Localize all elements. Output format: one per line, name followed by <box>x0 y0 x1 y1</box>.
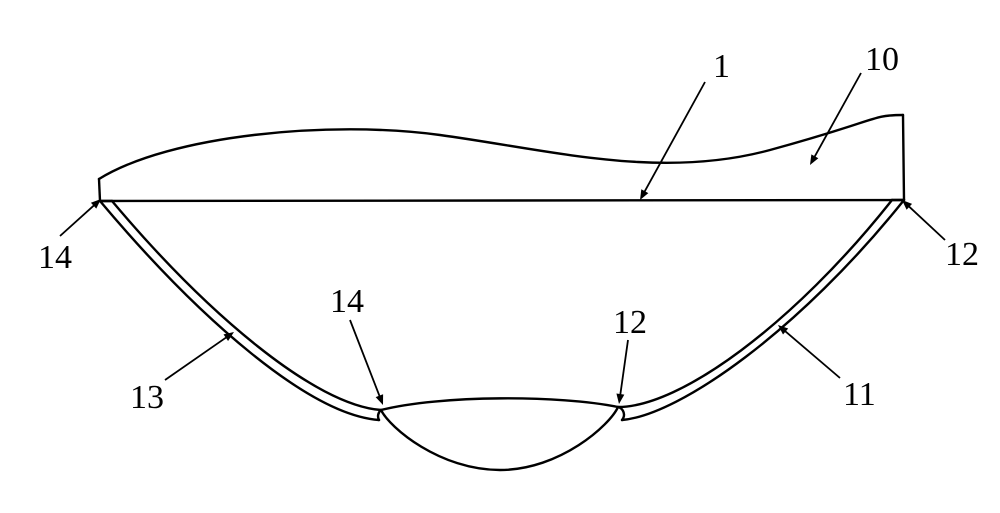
label-l1: 1 <box>713 48 730 85</box>
outline-top_band_right <box>903 115 904 200</box>
outline-liquid_surface <box>99 115 903 179</box>
leader-l12_inner: 12 <box>613 304 647 404</box>
label-l12_inner: 12 <box>613 304 647 341</box>
leader-l1: 1 <box>640 48 730 200</box>
label-l14_top: 14 <box>38 239 72 276</box>
label-l11: 11 <box>843 376 876 413</box>
leader-line-l11 <box>783 329 840 378</box>
label-l14_inner: 14 <box>330 283 364 320</box>
leader-l14_top: 14 <box>38 199 101 276</box>
leader-arrowhead-l10 <box>810 154 818 165</box>
leader-line-l14_inner <box>350 320 381 399</box>
leader-line-l1 <box>643 82 705 195</box>
label-l13: 13 <box>130 379 164 416</box>
leader-line-l13 <box>165 335 229 380</box>
leader-l11: 11 <box>778 325 876 413</box>
leader-line-l12_top <box>906 204 945 240</box>
leader-l13: 13 <box>130 332 234 416</box>
vessel-outline <box>99 115 904 470</box>
leader-arrowhead-l12_inner <box>616 394 624 404</box>
leader-line-l10 <box>813 73 861 160</box>
outline-top_band_bottom <box>100 200 904 201</box>
leader-line-l14_top <box>60 203 97 236</box>
outline-top_band_left <box>99 179 100 201</box>
leader-l10: 10 <box>810 41 899 165</box>
leader-l14_inner: 14 <box>330 283 383 405</box>
leader-l12_top: 12 <box>902 200 979 273</box>
leader-line-l12_inner <box>620 340 628 398</box>
outline-wall_gap_arc_right <box>618 407 624 420</box>
leaders: 1 10 12 12 14 14 13 11 <box>38 41 979 416</box>
leader-arrowhead-l1 <box>640 189 648 200</box>
label-l12_top: 12 <box>945 236 979 273</box>
label-l10: 10 <box>865 41 899 78</box>
leader-arrowhead-l14_inner <box>376 394 383 405</box>
outline-pouch <box>381 398 618 470</box>
